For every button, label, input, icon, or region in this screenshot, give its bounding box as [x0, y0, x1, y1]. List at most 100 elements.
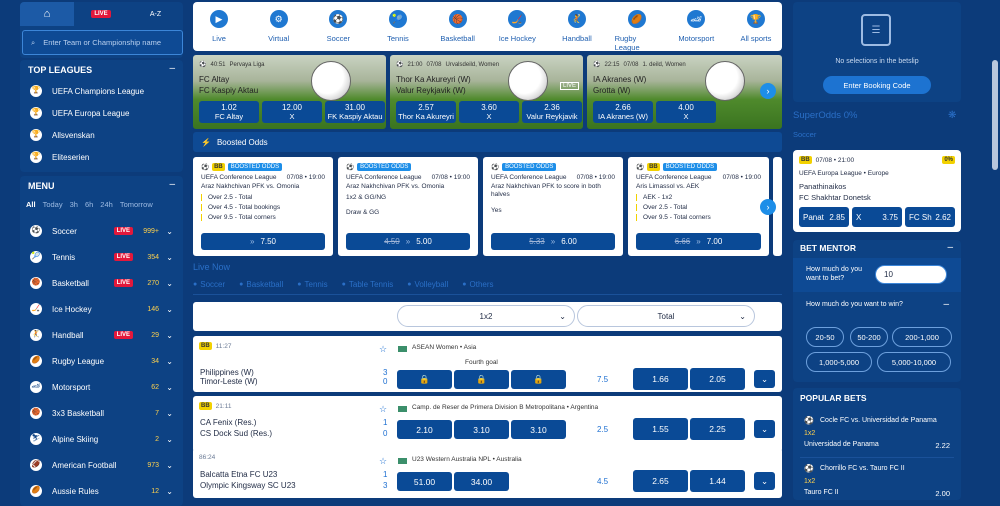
sidebar-sport-item[interactable]: 🏈 American Football 973 ⌄ — [20, 452, 183, 478]
chevron-down-icon[interactable]: ⌄ — [166, 434, 173, 444]
odds-button[interactable]: 🔒 — [454, 370, 509, 389]
sportnav-all-sports[interactable]: 🏆 All sports — [734, 10, 778, 51]
live-tab-5[interactable]: ● Others — [462, 280, 494, 289]
sidebar-sport-item[interactable]: 🏉 Rugby League 34 ⌄ — [20, 348, 183, 374]
featured-banner[interactable]: ⚽ 22:15 07/08 1. deild, Women IA Akranes (W)… — [587, 55, 782, 129]
sidebar-sport-item[interactable]: 🎾 Tennis LIVE 354 ⌄ — [20, 244, 183, 270]
boosted-card[interactable]: ⚽ BOOSTED ODDS UEFA Conference League 07/08… — [338, 157, 478, 256]
chevron-down-icon[interactable]: ⌄ — [166, 226, 173, 236]
filter-2[interactable]: 3h — [69, 200, 78, 209]
popular-bet[interactable]: ⚽ Chorrillo FC vs. Tauro FC II 1x2 Tauro FC… — [800, 464, 954, 500]
live-tab-1[interactable]: ● Basketball — [239, 280, 284, 289]
scrollbar[interactable] — [992, 60, 998, 170]
chevron-down-icon[interactable]: ⌄ — [166, 382, 173, 392]
boosted-card[interactable]: ⚽ BOOSTED ODDS UEFA Conference League 07/08… — [483, 157, 623, 256]
live-tab-4[interactable]: ● Volleyball — [407, 280, 449, 289]
banner-next-button[interactable]: › — [760, 83, 776, 99]
chevron-down-icon[interactable]: ⌄ — [166, 252, 173, 262]
total-odds-button[interactable]: 1.66 — [633, 368, 688, 390]
search-input[interactable]: ⌕ Enter Team or Championship name — [22, 30, 183, 55]
total-odds-button[interactable]: 2.25 — [690, 418, 745, 440]
chevron-down-icon[interactable]: ⌄ — [166, 330, 173, 340]
banner-odds-button[interactable]: 2.36 Valur Reykjavik — [522, 101, 582, 123]
star-icon[interactable]: ☆ — [379, 456, 388, 466]
chevron-down-icon[interactable]: ⌄ — [166, 408, 173, 418]
collapse-icon[interactable]: – — [169, 63, 175, 74]
superodds-tab[interactable]: Soccer — [793, 130, 817, 139]
superodds-button[interactable]: Panat 2.85 — [799, 207, 849, 227]
match-row[interactable]: 86:24 ☆ U23 Western Australia NPL • Austra… — [193, 448, 782, 498]
sportnav-basketball[interactable]: 🏀 Basketball — [436, 10, 480, 51]
range-pill[interactable]: 1,000-5,000 — [806, 352, 872, 372]
sidebar-sport-item[interactable]: 🏀 3x3 Basketball 7 ⌄ — [20, 400, 183, 426]
range-pill[interactable]: 20-50 — [806, 327, 844, 347]
booking-code-button[interactable]: Enter Booking Code — [823, 76, 931, 94]
range-pill[interactable]: 50-200 — [850, 327, 888, 347]
total-odds-button[interactable]: 1.44 — [690, 470, 745, 492]
boosted-odds-button[interactable]: 6.66 » 7.00 — [636, 233, 761, 250]
match-row[interactable]: BB 21:11 ☆ Camp. de Reser de Primera Divisi… — [193, 396, 782, 452]
odds-button[interactable]: 3.10 — [454, 420, 509, 439]
banner-odds-button[interactable]: 3.60 X — [459, 101, 519, 123]
star-icon[interactable]: ☆ — [379, 344, 388, 354]
popular-bet[interactable]: ⚽ Cocle FC vs. Universidad de Panama 1x2 Un… — [800, 416, 954, 458]
top-league-item[interactable]: 🏆 UEFA Europa League — [20, 102, 183, 124]
sportnav-soccer[interactable]: ⚽ Soccer — [316, 10, 360, 51]
top-league-item[interactable]: 🏆 Eliteserien — [20, 146, 183, 168]
star-icon[interactable]: ☆ — [379, 404, 388, 414]
live-tab[interactable]: LIVE — [74, 2, 128, 26]
home-tab[interactable]: ⌂ — [20, 2, 74, 26]
az-tab[interactable]: A-Z — [149, 10, 162, 18]
collapse-icon[interactable]: – — [943, 299, 949, 310]
banner-odds-button[interactable]: 4.00 X — [656, 101, 716, 123]
superodds-button[interactable]: X 3.75 — [852, 207, 902, 227]
filter-1[interactable]: Today — [42, 200, 63, 209]
live-tab-3[interactable]: ● Table Tennis — [341, 280, 394, 289]
range-pill[interactable]: 200-1,000 — [892, 327, 952, 347]
sidebar-sport-item[interactable]: 🏉 Aussie Rules 12 ⌄ — [20, 478, 183, 504]
collapse-icon[interactable]: – — [947, 242, 953, 253]
total-odds-button[interactable]: 1.55 — [633, 418, 688, 440]
sidebar-sport-item[interactable]: 🏀 Basketball LIVE 270 ⌄ — [20, 270, 183, 296]
market-select-1x2[interactable]: 1x2 ⌄ — [397, 305, 575, 327]
bet-amount-input[interactable]: 10 — [875, 265, 947, 284]
odds-button[interactable]: 3.10 — [511, 420, 566, 439]
odds-button[interactable]: 51.00 — [397, 472, 452, 491]
chevron-down-icon[interactable]: ⌄ — [166, 460, 173, 470]
odds-button[interactable]: 2.10 — [397, 420, 452, 439]
boosted-odds-button[interactable]: » 7.50 — [201, 233, 325, 250]
match-row[interactable]: BB 11:27 ☆ ASEAN Women • Asia Fourth goal Phi… — [193, 336, 782, 392]
top-league-item[interactable]: 🏆 UEFA Champions League — [20, 80, 183, 102]
boosted-card[interactable]: ⚽ BB BOOSTED ODDS UEFA Conference League 07/… — [628, 157, 769, 256]
superodds-button[interactable]: FC Sh 2.62 — [905, 207, 955, 227]
total-odds-button[interactable]: 2.05 — [690, 368, 745, 390]
sportnav-motorsport[interactable]: 🏎 Motorsport — [674, 10, 718, 51]
banner-odds-button[interactable]: 12.00 X — [262, 101, 322, 123]
expand-button[interactable]: ⌄ — [754, 472, 775, 490]
sportnav-handball[interactable]: 🤾 Handball — [555, 10, 599, 51]
live-tab-2[interactable]: ● Tennis — [297, 280, 328, 289]
carousel-next-button[interactable]: › — [760, 199, 776, 215]
featured-banner[interactable]: ⚽ 40:51 Pervaya Liga FC Altay FC Kaspiy Akta… — [193, 55, 386, 129]
total-odds-button[interactable]: 2.65 — [633, 470, 688, 492]
sidebar-sport-item[interactable]: 🤾 Handball LIVE 29 ⌄ — [20, 322, 183, 348]
sportnav-virtual[interactable]: ⚙ Virtual — [257, 10, 301, 51]
chevron-down-icon[interactable]: ⌄ — [166, 304, 173, 314]
featured-banner[interactable]: ⚽ 21:00 07/08 Urvalsdeild, Women Thor Ka Aku… — [390, 55, 583, 129]
chevron-down-icon[interactable]: ⌄ — [166, 486, 173, 496]
banner-odds-button[interactable]: 1.02 FC Altay — [199, 101, 259, 123]
banner-odds-button[interactable]: 2.57 Thor Ka Akureyri — [396, 101, 456, 123]
sidebar-sport-item[interactable]: ⛷ Alpine Skiing 2 ⌄ — [20, 426, 183, 452]
boosted-card[interactable]: ⚽ BB BOOSTED ODDS UEFA Conference League 07/… — [193, 157, 333, 256]
range-pill[interactable]: 5,000-10,000 — [877, 352, 951, 372]
market-select-total[interactable]: Total ⌄ — [577, 305, 755, 327]
collapse-icon[interactable]: – — [169, 179, 175, 190]
filter-3[interactable]: 6h — [84, 200, 94, 209]
live-tab-0[interactable]: ● Soccer — [193, 280, 226, 289]
sidebar-sport-item[interactable]: ⚽ Soccer LIVE 999+ ⌄ — [20, 218, 183, 244]
sportnav-ice-hockey[interactable]: 🏒 Ice Hockey — [495, 10, 539, 51]
top-league-item[interactable]: 🏆 Allsvenskan — [20, 124, 183, 146]
sidebar-sport-item[interactable]: 🏎 Motorsport 62 ⌄ — [20, 374, 183, 400]
banner-odds-button[interactable]: 31.00 FK Kaspiy Aktau — [325, 101, 385, 123]
chevron-down-icon[interactable]: ⌄ — [166, 278, 173, 288]
